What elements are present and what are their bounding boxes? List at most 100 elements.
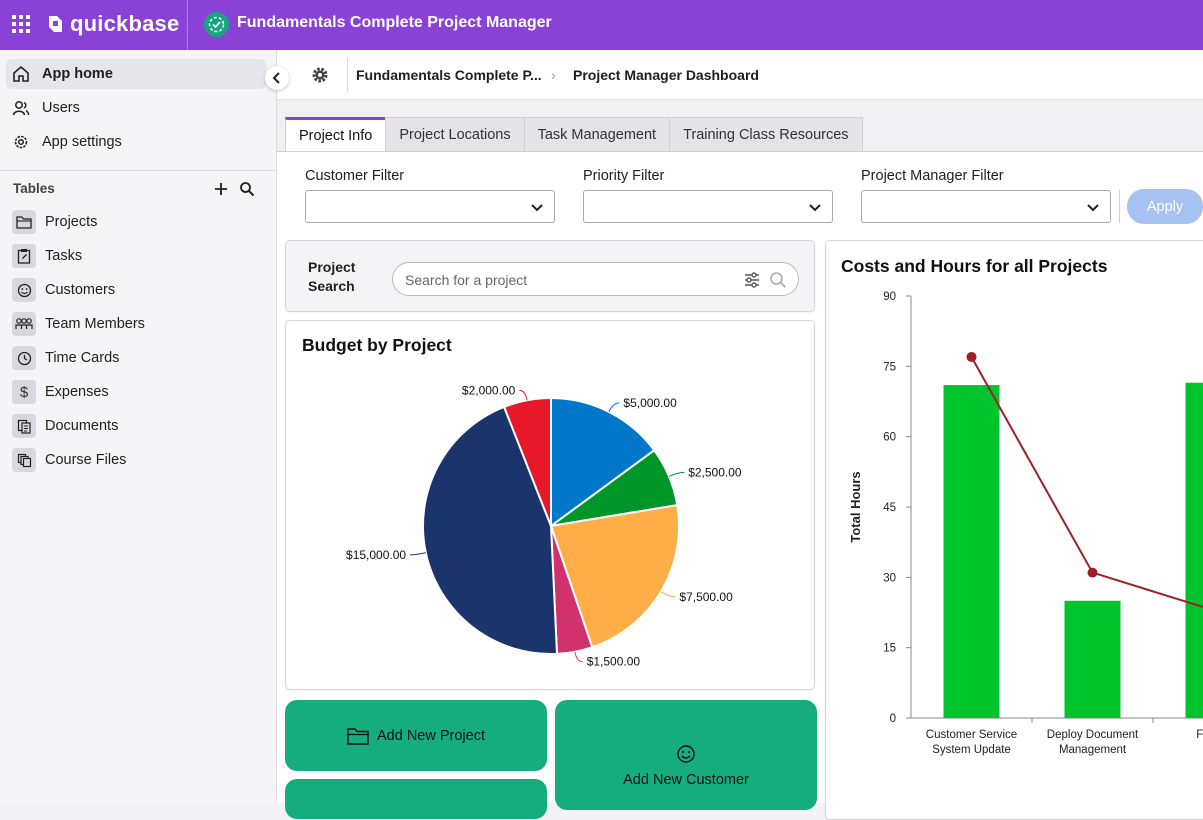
- sidebar-divider: [0, 170, 276, 171]
- page-header: Fundamentals Complete P... › Project Man…: [277, 50, 1203, 100]
- priority-filter-select[interactable]: [583, 190, 833, 223]
- team-icon: [12, 312, 36, 336]
- folder-icon: [347, 727, 369, 745]
- chevron-left-icon: [272, 72, 282, 84]
- project-manager-filter: Project Manager Filter: [861, 168, 1004, 184]
- chevron-down-icon: [530, 200, 544, 214]
- bar: [1186, 383, 1203, 718]
- x-tick-label: Customer Service System Update: [926, 729, 1017, 756]
- table-label: Customers: [45, 282, 115, 298]
- top-bar: quickbase Fundamentals Complete Project …: [0, 0, 1203, 50]
- y-tick-label: 15: [883, 643, 896, 655]
- bar: [1065, 601, 1121, 718]
- breadcrumb-app[interactable]: Fundamentals Complete P...: [356, 67, 542, 83]
- x-tick-label-line: Customer Service: [926, 729, 1017, 741]
- smiley-icon: [676, 744, 696, 764]
- table-item-expenses[interactable]: $ Expenses: [12, 379, 262, 405]
- pie-data-label: $1,500.00: [587, 655, 641, 669]
- folder-icon: [12, 210, 36, 234]
- app-title[interactable]: Fundamentals Complete Project Manager: [237, 14, 552, 32]
- table-item-projects[interactable]: Projects: [12, 209, 262, 235]
- search-icon[interactable]: [769, 271, 787, 289]
- nav-app-home[interactable]: App home: [6, 59, 266, 89]
- table-item-documents[interactable]: Documents: [12, 413, 262, 439]
- breadcrumb-separator-icon: ›: [551, 67, 556, 83]
- nav-label: App home: [42, 66, 113, 82]
- add-new-customer-button[interactable]: Add New Customer: [555, 700, 817, 810]
- chevron-down-icon: [1086, 200, 1100, 214]
- project-search-box: [392, 262, 799, 296]
- priority-filter-label: Priority Filter: [583, 168, 664, 184]
- table-item-tasks[interactable]: Tasks: [12, 243, 262, 269]
- y-tick-label: 75: [883, 361, 896, 373]
- table-item-team-members[interactable]: Team Members: [12, 311, 262, 337]
- table-item-customers[interactable]: Customers: [12, 277, 262, 303]
- nav-users[interactable]: Users: [6, 93, 266, 123]
- apply-filters-button[interactable]: Apply: [1127, 189, 1203, 224]
- tab-panel: Customer Filter Priority Filter Project …: [277, 151, 1203, 803]
- x-tick-label-line: Deploy Document: [1047, 729, 1139, 741]
- table-label: Projects: [45, 214, 97, 230]
- add-new-project-label: Add New Project: [377, 728, 485, 744]
- project-manager-filter-select[interactable]: [861, 190, 1111, 223]
- search-tables-icon[interactable]: [239, 181, 255, 197]
- page-settings-gear-icon[interactable]: [311, 66, 329, 84]
- line-point: [1088, 568, 1098, 578]
- home-icon: [12, 65, 30, 83]
- table-item-time-cards[interactable]: Time Cards: [12, 345, 262, 371]
- add-new-project-button[interactable]: Add New Project: [285, 700, 547, 771]
- x-tick-label-line: System Update: [932, 744, 1011, 756]
- sidebar: App home Users App settings Tables Proje…: [0, 50, 277, 803]
- tab-project-locations[interactable]: Project Locations: [385, 117, 524, 152]
- document-icon: [12, 414, 36, 438]
- table-label: Time Cards: [45, 350, 119, 366]
- pie-data-label: $15,000.00: [346, 548, 406, 562]
- x-tick-label: Deploy Document Management: [1047, 729, 1139, 756]
- app-grid-icon[interactable]: [12, 15, 30, 33]
- collapse-sidebar-button[interactable]: [265, 66, 289, 90]
- nav-label: App settings: [42, 134, 122, 150]
- smiley-icon: [12, 278, 36, 302]
- topbar-divider: [187, 0, 188, 50]
- quickbase-logo[interactable]: quickbase: [46, 10, 179, 38]
- pie-label-connector: [661, 592, 676, 597]
- table-label: Expenses: [45, 384, 109, 400]
- dashboard-tabs: Project Info Project Locations Task Mana…: [285, 117, 862, 152]
- table-label: Documents: [45, 418, 118, 434]
- project-search-card: Project Search: [285, 240, 815, 312]
- table-label: Tasks: [45, 248, 82, 264]
- filter-settings-icon[interactable]: [743, 271, 761, 289]
- dollar-glyph: $: [20, 384, 28, 401]
- gear-icon: [12, 133, 30, 151]
- project-search-input[interactable]: [405, 270, 725, 290]
- dashboard-action-button[interactable]: [285, 779, 547, 819]
- table-item-course-files[interactable]: Course Files: [12, 447, 262, 473]
- customer-filter-label: Customer Filter: [305, 168, 404, 184]
- nav-app-settings[interactable]: App settings: [6, 127, 266, 157]
- add-table-icon[interactable]: [213, 181, 229, 197]
- x-tick-label-line: Financ: [1196, 729, 1203, 741]
- x-tick-label: Financup: [1196, 729, 1203, 756]
- pie-data-label: $2,500.00: [688, 465, 742, 479]
- customer-filter-select[interactable]: [305, 190, 555, 223]
- quickbase-logo-mark-icon: [46, 14, 64, 34]
- line-point: [967, 352, 977, 362]
- priority-filter: Priority Filter: [583, 168, 664, 184]
- x-tick-label-line: Management: [1059, 744, 1127, 756]
- users-icon: [12, 99, 30, 117]
- budget-by-project-card: Budget by Project $5,000.00$2,500.00$7,5…: [285, 320, 815, 690]
- pie-label-connector: [410, 553, 426, 555]
- clock-icon: [12, 346, 36, 370]
- nav-label: Users: [42, 100, 80, 116]
- pie-data-label: $2,000.00: [462, 383, 516, 397]
- pie-data-label: $5,000.00: [623, 396, 677, 410]
- tab-task-management[interactable]: Task Management: [524, 117, 670, 152]
- tab-project-info[interactable]: Project Info: [285, 117, 386, 152]
- budget-pie-chart: $5,000.00$2,500.00$7,500.00$1,500.00$15,…: [286, 321, 814, 689]
- y-tick-label: 60: [883, 432, 896, 444]
- tab-training-class-resources[interactable]: Training Class Resources: [669, 117, 862, 152]
- pie-label-connector: [575, 652, 583, 662]
- project-manager-filter-label: Project Manager Filter: [861, 168, 1004, 184]
